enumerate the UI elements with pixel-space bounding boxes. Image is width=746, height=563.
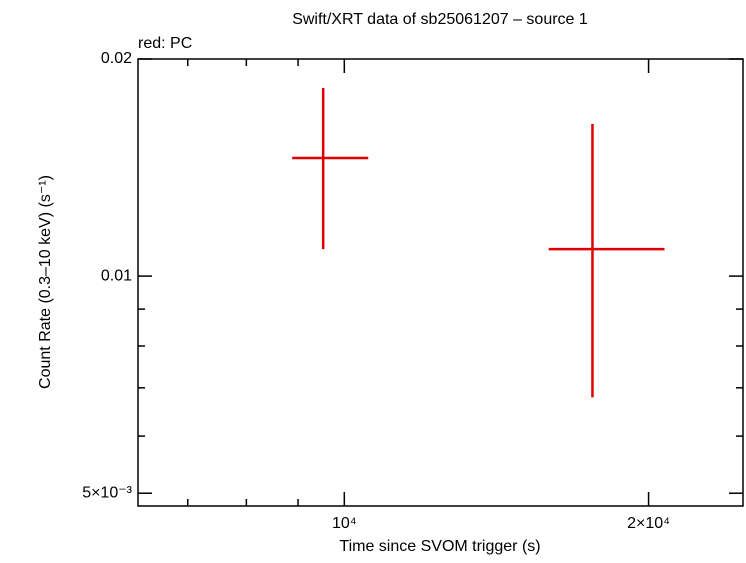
y-axis-label: Count Rate (0.3–10 keV) (s⁻¹): [37, 175, 54, 389]
x-tick-label: 10⁴: [332, 515, 357, 532]
x-axis-label: Time since SVOM trigger (s): [339, 538, 540, 555]
y-tick-label: 0.01: [101, 267, 132, 284]
chart-title: Swift/XRT data of sb25061207 – source 1: [292, 11, 588, 28]
annotation: red: PC: [138, 35, 192, 52]
y-tick-label: 5×10⁻³: [82, 484, 132, 501]
y-tick-label: 0.02: [101, 50, 132, 67]
plot-frame: [137, 58, 744, 507]
x-tick-label: 2×10⁴: [627, 515, 670, 532]
